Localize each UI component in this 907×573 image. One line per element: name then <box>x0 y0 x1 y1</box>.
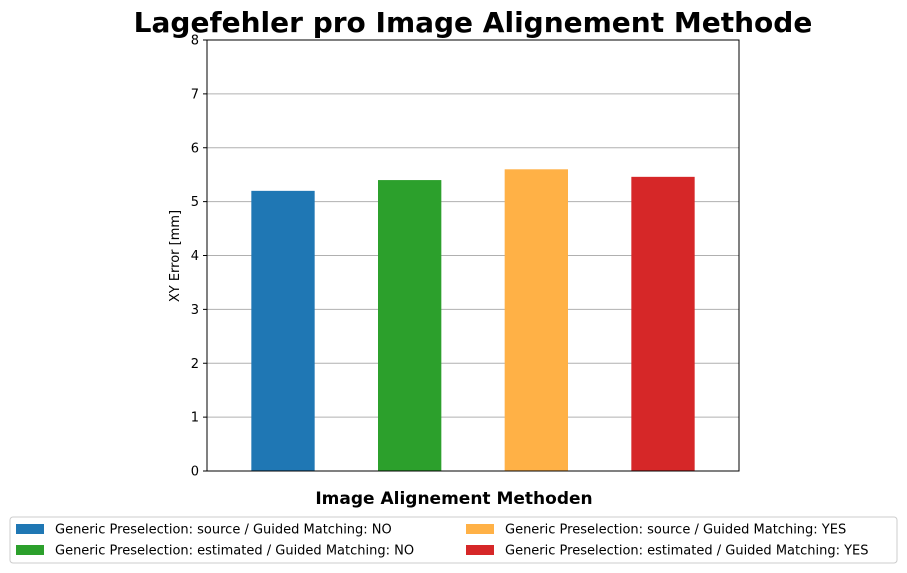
y-tick-label: 8 <box>191 34 199 49</box>
legend-swatch <box>466 545 494 555</box>
legend-swatch <box>16 524 44 534</box>
legend: Generic Preselection: source / Guided Ma… <box>9 516 898 564</box>
legend-label: Generic Preselection: estimated / Guided… <box>505 544 869 559</box>
bar <box>631 176 695 471</box>
bar <box>378 180 442 471</box>
y-tick-label: 2 <box>191 357 199 372</box>
legend-swatch <box>466 524 494 534</box>
legend-box <box>9 516 898 564</box>
legend-swatch <box>16 545 44 555</box>
bar <box>504 169 568 472</box>
y-tick-label: 3 <box>191 303 199 318</box>
y-tick-label: 7 <box>191 87 199 102</box>
y-tick-label: 1 <box>191 411 199 426</box>
bar <box>251 190 315 471</box>
bars <box>251 169 695 472</box>
legend-label: Generic Preselection: estimated / Guided… <box>55 544 414 559</box>
x-axis-label: Image Alignement Methoden <box>315 489 592 509</box>
chart-title: Lagefehler pro Image Alignement Methode <box>134 6 813 39</box>
y-tick-label: 5 <box>191 195 199 210</box>
y-tick-label: 4 <box>191 249 199 264</box>
y-tick-label: 0 <box>191 465 199 480</box>
y-tick-label: 6 <box>191 141 199 156</box>
legend-label: Generic Preselection: source / Guided Ma… <box>505 523 846 538</box>
legend-label: Generic Preselection: source / Guided Ma… <box>55 523 392 538</box>
y-axis-ticks: 0 1 2 3 4 5 6 7 8 <box>191 34 207 480</box>
y-axis-label: XY Error [mm] <box>168 210 183 302</box>
